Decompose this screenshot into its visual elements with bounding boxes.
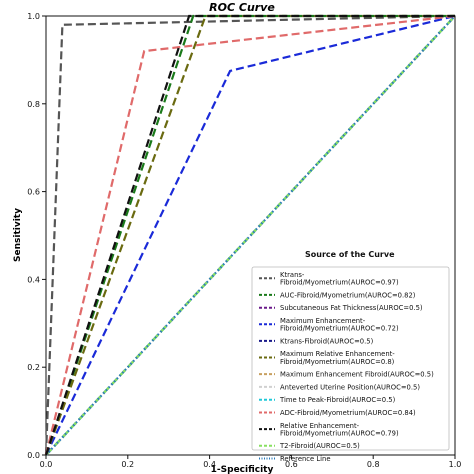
legend-title: Source of the Curve (305, 250, 395, 259)
legend-label: Time to Peak-Fibroid(AUROC=0.5) (279, 396, 396, 404)
legend-label: Reference Line (280, 455, 331, 463)
series-line (44, 14, 456, 456)
x-tick-label: 0.4 (203, 460, 216, 469)
x-tick-label: 0.0 (40, 460, 53, 469)
legend-label: ADC-Fibroid/Myometrium(AUROC=0.84) (280, 409, 416, 417)
series-lines (44, 14, 456, 456)
x-tick-label: 1.0 (449, 460, 462, 469)
x-tick-label: 0.2 (121, 460, 134, 469)
series-line (45, 14, 456, 456)
x-axis-label: 1-Specificity (211, 465, 274, 474)
legend-label: Relative Enhancement-Fibroid/Myometrium(… (280, 422, 399, 438)
y-tick-label: 1.0 (27, 12, 40, 21)
axis-ticks: 0.0 0.2 0.4 0.6 0.8 1.0 0.0 0.2 0.4 0.6 0.8 1.0 (27, 12, 461, 469)
y-tick-label: 0.0 (27, 451, 40, 460)
y-axis-label: Sensitivity (13, 208, 23, 262)
chart-title: ROC Curve (209, 1, 275, 14)
x-tick-label: 0.6 (285, 460, 298, 469)
legend-label: AUC-Fibroid/Myometrium(AUROC=0.82) (280, 291, 416, 299)
legend-label: Maximum Relative Enhancement-Fibroid/Myo… (280, 350, 395, 366)
series-line (44, 14, 455, 456)
y-tick-label: 0.4 (27, 275, 40, 284)
legend-label: T2-Fibroid(AUROC=0.5) (279, 442, 360, 450)
legend-box (251, 266, 450, 451)
y-tick-label: 0.2 (27, 363, 40, 372)
legend-label: Maximum Enhancement Fibroid(AUROC=0.5) (280, 371, 434, 379)
legend-label: Anteverted Uterine Position(AUROC=0.5) (280, 383, 420, 391)
legend-label: Ktrans-Fibroid(AUROC=0.5) (280, 337, 374, 345)
legend-items: Ktrans-Fibroid/Myometrium(AUROC=0.97) AUC… (259, 271, 434, 463)
y-tick-label: 0.6 (27, 188, 40, 197)
legend-label: Maximum Enhancement-Fibroid/Myometrium(A… (280, 317, 399, 333)
series-line (45, 15, 456, 456)
legend-label: Ktrans-Fibroid/Myometrium(AUROC=0.97) (280, 271, 399, 287)
legend-label: Subcutaneous Fat Thickness(AUROC=0.5) (280, 304, 423, 312)
y-tick-label: 0.8 (27, 100, 40, 109)
legend: Source of the Curve Ktrans-Fibroid/Myome… (251, 250, 450, 463)
x-tick-label: 0.8 (367, 460, 380, 469)
